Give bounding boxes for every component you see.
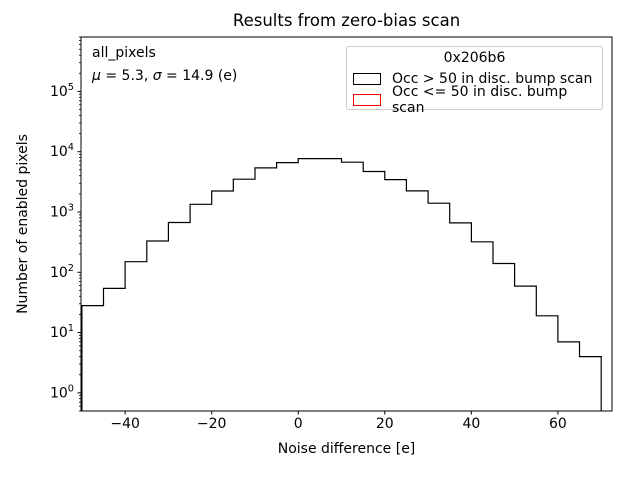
x-tick-label: 40 xyxy=(462,416,480,432)
legend-title: 0x206b6 xyxy=(443,50,506,66)
y-axis-label: Number of enabled pixels xyxy=(15,134,31,314)
y-tick-label: 101 xyxy=(50,323,74,341)
mu-value: = 5.3, xyxy=(100,68,153,84)
black-step-swatch-icon xyxy=(353,72,381,85)
x-tick-label: 60 xyxy=(549,416,567,432)
sigma-value: = 14.9 (e) xyxy=(161,68,238,84)
y-tick-label: 100 xyxy=(50,383,74,401)
y-tick-label: 103 xyxy=(50,203,74,221)
x-tick-label: 0 xyxy=(294,416,303,432)
x-axis-label: Noise difference [e] xyxy=(277,441,416,457)
y-tick-label: 102 xyxy=(50,263,74,281)
y-tick-label: 105 xyxy=(50,82,74,100)
plot-border xyxy=(80,36,613,412)
red-step-swatch-icon xyxy=(353,93,381,106)
legend-entry-label: Occ > 50 in disc. bump scan xyxy=(392,70,593,87)
x-tick-label: −20 xyxy=(197,416,227,432)
x-tick-label: 20 xyxy=(376,416,394,432)
chart-title: Results from zero-bias scan xyxy=(232,11,461,30)
y-tick-label: 104 xyxy=(50,142,74,160)
annotation-dataset: all_pixels xyxy=(92,45,156,61)
histogram-step-series xyxy=(81,158,602,411)
annotation-stats: μ = 5.3, σ = 14.9 (e) xyxy=(92,67,237,85)
legend: 0x206b6 Occ > 50 in disc. bump scan Occ … xyxy=(346,46,603,116)
legend-entry: Occ > 50 in disc. bump scan xyxy=(347,68,602,89)
x-tick-label: −40 xyxy=(110,416,140,432)
legend-entry-label: Occ <= 50 in disc. bump scan xyxy=(392,83,568,116)
mu-symbol: μ xyxy=(92,68,101,84)
legend-entry: Occ <= 50 in disc. bump scan xyxy=(347,84,602,116)
sigma-symbol: σ xyxy=(152,68,162,84)
